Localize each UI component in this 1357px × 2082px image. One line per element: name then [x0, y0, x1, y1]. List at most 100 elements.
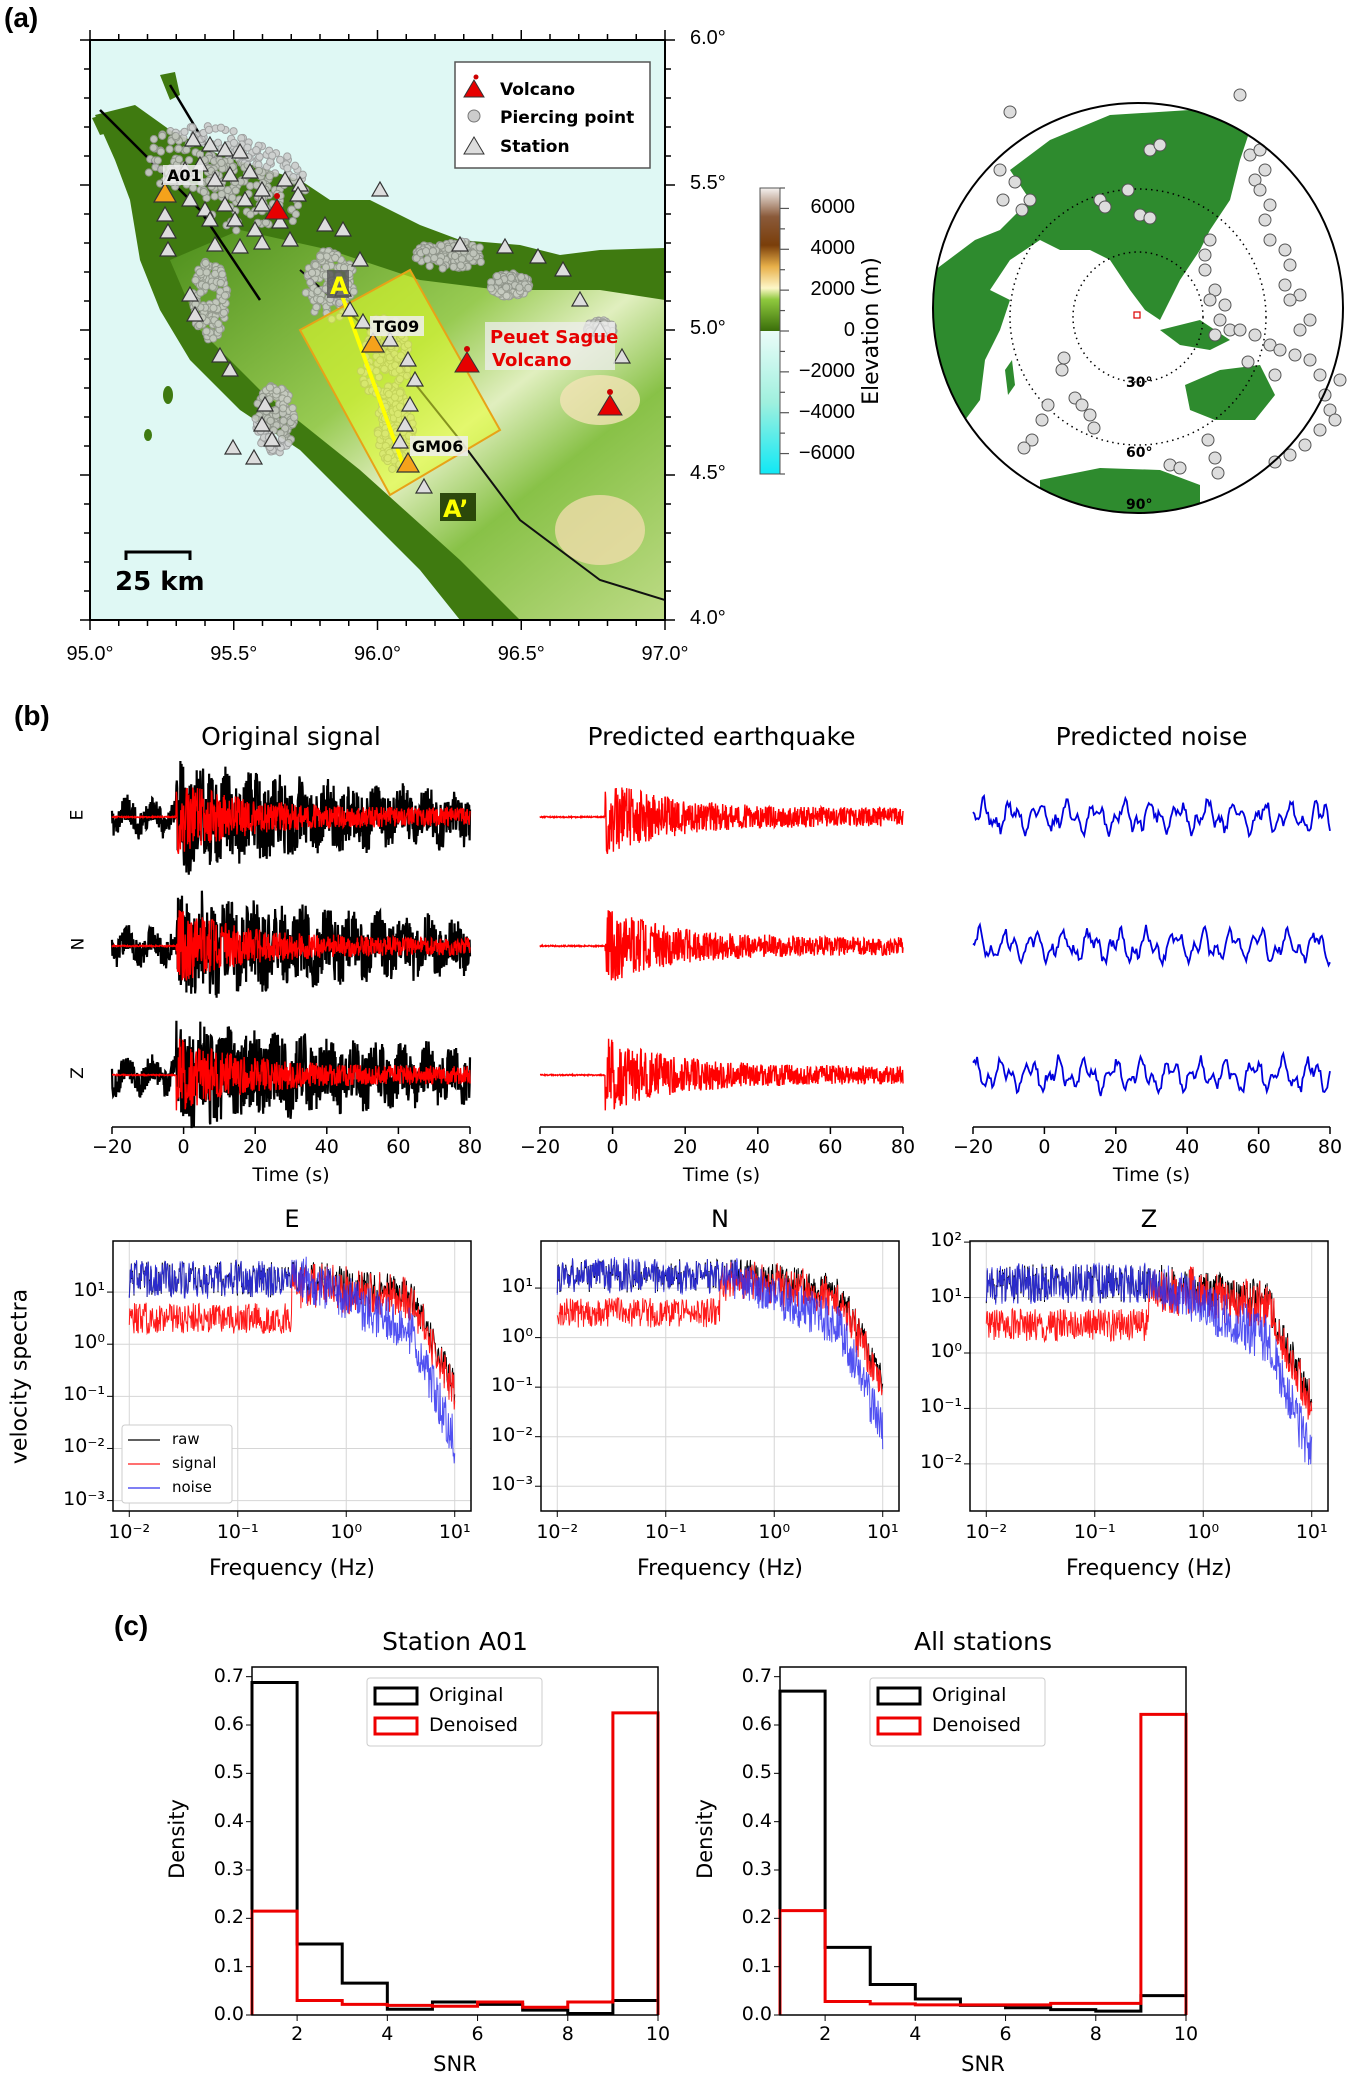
time-axis-label: Time (s)	[252, 1164, 330, 1186]
snr-tick-label: 6	[471, 2023, 484, 2045]
frequency-axis-label: Frequency (Hz)	[1066, 1556, 1232, 1581]
event-marker	[1087, 421, 1101, 435]
spectra-y-tick-label: 10²	[930, 1229, 962, 1252]
density-tick-label: 0.1	[741, 1954, 772, 1977]
spectra-y-tick-label: 10⁻³	[491, 1473, 533, 1496]
event-marker	[1023, 193, 1037, 207]
station-marker	[158, 222, 178, 239]
density-tick-label: 0.0	[213, 2003, 244, 2025]
freq-tick-label: 10¹	[438, 1521, 471, 1543]
event-marker	[1263, 233, 1277, 247]
station-marker	[180, 190, 200, 207]
raw-trace-Z	[110, 1020, 472, 1129]
panel-label-a: (a)	[4, 2, 39, 33]
hist-bar-denoised	[825, 2001, 870, 2015]
lon-tick-label: 95.0°	[66, 643, 114, 665]
piercing-point-icon	[467, 109, 481, 123]
hist-bar-denoised	[613, 1713, 658, 2015]
station-marker	[340, 300, 360, 317]
label-a01: A01	[167, 166, 202, 185]
spectra-y-tick-label: 10¹	[930, 1284, 962, 1307]
hist-bar-denoised	[252, 1911, 297, 2015]
hist-bar-denoised	[432, 2006, 477, 2015]
freq-tick-label: 10⁰	[758, 1521, 791, 1543]
spectra-legend-label: signal	[172, 1454, 217, 1472]
station-marker	[252, 195, 272, 212]
spectrum-title-N: N	[711, 1205, 729, 1233]
hist-bar-denoised	[915, 2005, 960, 2015]
station-marker	[380, 330, 400, 347]
ring-label-30: 30°	[1126, 375, 1152, 391]
profile-line	[338, 289, 407, 471]
station-marker	[405, 370, 425, 387]
event-marker	[1083, 408, 1097, 422]
station-marker	[245, 220, 265, 237]
density-tick-label: 0.4	[741, 1809, 772, 1832]
spectra-y-tick-label: 10⁰	[930, 1339, 962, 1362]
label-profile-a-prime: A’	[443, 495, 469, 523]
time-tick-label: 60	[386, 1136, 411, 1158]
sig-trace-Z	[111, 1038, 471, 1111]
station-marker	[275, 170, 295, 187]
hist-bar-denoised	[1006, 2005, 1051, 2015]
lon-tick-label: 95.5°	[210, 643, 258, 665]
station-marker	[252, 233, 272, 250]
lat-tick-label: 4.0°	[690, 607, 726, 629]
lat-tick-label: 6.0°	[690, 27, 726, 49]
ring-label-60: 60°	[1126, 445, 1152, 461]
time-tick-label: 20	[1103, 1136, 1128, 1158]
sig-trace-N	[539, 910, 904, 981]
spectra-legend-label: noise	[172, 1478, 212, 1496]
event-marker	[1211, 466, 1225, 480]
hist-bar-denoised	[568, 2002, 613, 2015]
label-gm06: GM06	[412, 437, 463, 456]
hist-step-denoised	[778, 1712, 1188, 2015]
station-marker	[220, 165, 240, 182]
density-tick-label: 0.4	[213, 1809, 244, 1832]
time-tick-label: 60	[818, 1136, 843, 1158]
spectrum-frame	[969, 1240, 1329, 1512]
hist-bar-denoised	[1096, 2003, 1141, 2015]
event-marker	[1298, 438, 1312, 452]
station-marker	[553, 260, 573, 277]
event-marker	[1055, 363, 1069, 377]
density-tick-label: 0.5	[213, 1761, 244, 1784]
time-tick-label: 60	[1246, 1136, 1271, 1158]
colorbar-tick-label: −6000	[798, 441, 855, 464]
freq-tick-label: 10⁻²	[108, 1521, 151, 1543]
ring-30	[1072, 251, 1204, 383]
sig-trace-Z	[539, 1038, 904, 1111]
colorbar-sea	[760, 331, 780, 474]
map-panel: A01 TG09 GM06 A A’ Peuet Sague Volcano 2…	[80, 30, 1347, 630]
spectra-y-tick-label: 10¹	[501, 1275, 533, 1298]
lat-tick-label: 5.5°	[690, 172, 726, 194]
event-marker	[1258, 163, 1272, 177]
time-tick-label: 0	[606, 1136, 619, 1158]
column-title-original: Original signal	[201, 722, 381, 751]
event-marker	[993, 163, 1007, 177]
histogram-legend-label: Denoised	[932, 1714, 1021, 1736]
spectrum-frame	[540, 1240, 900, 1512]
station-marker	[158, 240, 178, 257]
time-tick-label: −20	[952, 1136, 994, 1158]
hist-bar-denoised	[1141, 1714, 1186, 2015]
legend-volcano-label: Volcano	[500, 80, 575, 100]
event-marker	[1201, 433, 1215, 447]
density-tick-label: 0.7	[741, 1664, 772, 1687]
station-marker	[215, 140, 235, 157]
event-marker	[1293, 323, 1307, 337]
station-marker	[400, 395, 420, 412]
event-marker	[1203, 293, 1217, 307]
spectra-y-tick-label: 10⁻¹	[920, 1395, 962, 1418]
colorbar-tick-label: 0	[843, 319, 855, 341]
station-marker	[333, 220, 353, 237]
freq-tick-label: 10⁻²	[536, 1521, 579, 1543]
event-marker	[1283, 448, 1297, 462]
noise-trace-Z	[972, 1050, 1331, 1097]
station-marker	[205, 235, 225, 252]
station-marker	[252, 415, 272, 432]
spectra-y-tick-label: 10⁻¹	[63, 1383, 105, 1406]
station-marker	[195, 200, 215, 217]
spectrum-noise-N	[556, 1256, 884, 1450]
snr-tick-label: 2	[291, 2023, 304, 2045]
